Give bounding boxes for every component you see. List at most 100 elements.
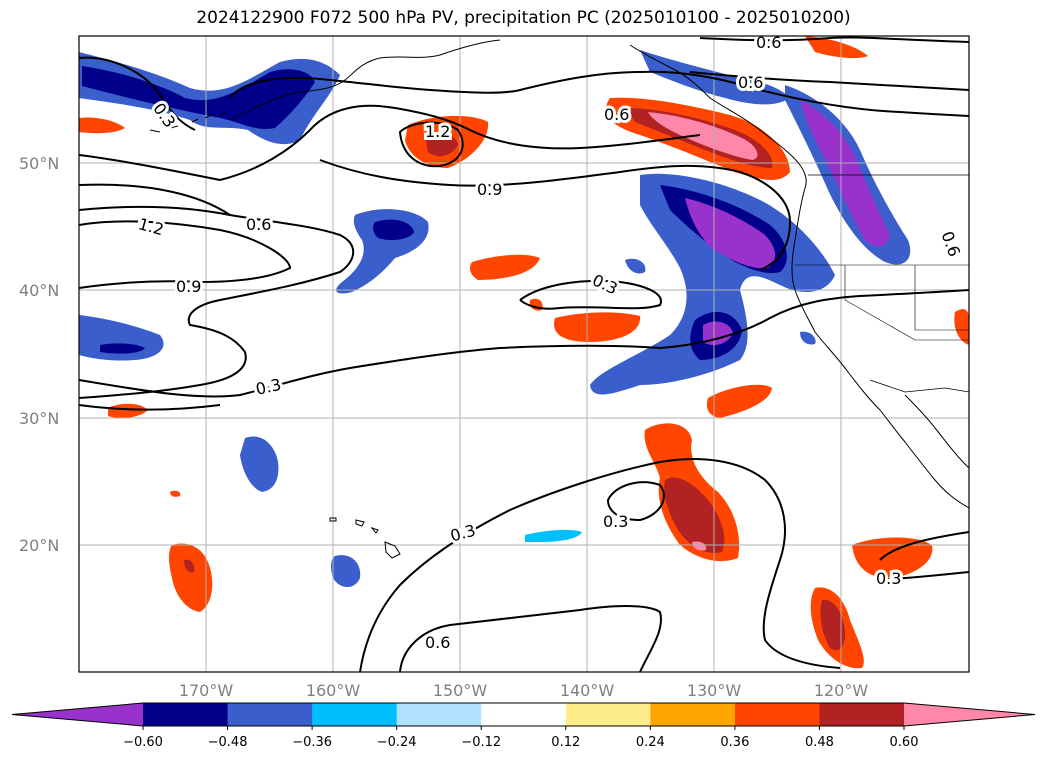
lat-label: 20°N bbox=[19, 536, 59, 555]
pos-region-hawaii-ne-max bbox=[692, 541, 707, 551]
pos-region-mid2 bbox=[554, 312, 641, 342]
negative-anomaly-regions bbox=[79, 50, 911, 587]
contour-1.2-west bbox=[79, 220, 292, 289]
colorbar-extend-high bbox=[904, 703, 1035, 726]
lon-label: 140°W bbox=[560, 681, 615, 700]
contour-0.3-main bbox=[79, 289, 969, 398]
contour-0.6-north bbox=[699, 36, 969, 43]
coastline-baja bbox=[879, 409, 969, 509]
contour-label: 0.9 bbox=[176, 277, 201, 296]
contour-0.6-mid bbox=[79, 205, 355, 399]
contour-label: 0.6 bbox=[246, 215, 271, 234]
neg-region-subtropic-a bbox=[240, 436, 279, 492]
colorbar-swatch bbox=[819, 703, 905, 726]
contour-label: 0.3 bbox=[876, 569, 901, 588]
border-states bbox=[795, 264, 969, 341]
colorbar-swatch bbox=[396, 703, 482, 726]
positive-anomaly-regions bbox=[79, 36, 969, 669]
coastlines bbox=[149, 39, 969, 559]
contour-1.2-aleutian bbox=[229, 70, 969, 117]
colorbar-tick-label: 0.48 bbox=[805, 735, 834, 750]
colorbar-tick-label: 0.24 bbox=[636, 735, 665, 750]
contour-label: 0.3 bbox=[603, 512, 628, 531]
map-frame bbox=[78, 35, 970, 673]
contour-0.3-lower bbox=[79, 404, 841, 672]
colorbar-tick-label: −0.48 bbox=[208, 735, 248, 750]
lon-label: 170°W bbox=[179, 681, 234, 700]
contour-1.2-pac bbox=[398, 121, 464, 168]
contour-label: 0.6 bbox=[738, 73, 763, 92]
neg-region-gulf-purple bbox=[685, 198, 776, 345]
contour-0.3-se bbox=[879, 531, 969, 581]
contour-labels: 0.6 0.6 0.6 1.2 0.3 0.9 0.6 1.2 0.9 0.3 … bbox=[133, 33, 967, 655]
pos-region-west-small bbox=[108, 403, 148, 418]
lon-label: 120°W bbox=[814, 681, 869, 700]
map-layers: 0.6 0.6 0.6 1.2 0.3 0.9 0.6 1.2 0.9 0.3 … bbox=[79, 33, 969, 672]
pos-region-se bbox=[852, 537, 933, 579]
colorbar-tick-label: −0.24 bbox=[377, 735, 417, 750]
pos-region-sw bbox=[169, 543, 213, 612]
colorbar-swatch bbox=[650, 703, 736, 726]
neg-region-center-core bbox=[373, 219, 414, 240]
pos-region-aleutian-w bbox=[79, 117, 125, 134]
contour-0.3-mid bbox=[519, 279, 662, 310]
pos-region-east-edge bbox=[954, 309, 969, 345]
contour-0.9-main bbox=[79, 104, 701, 216]
pv-contours bbox=[79, 36, 969, 672]
neg-region-subtropic-b bbox=[330, 555, 361, 587]
colorbar: −0.60 −0.48 −0.36 −0.24 −0.12 0.12 0.24 0.36 0.4… bbox=[11, 702, 1036, 750]
pos-region-hawaii-ne-core bbox=[664, 477, 725, 554]
contour-label: 0.6 bbox=[604, 105, 629, 124]
colorbar-swatch bbox=[734, 703, 820, 726]
colorbar-swatch bbox=[227, 703, 313, 726]
colorbar-tick-label: 0.36 bbox=[720, 735, 749, 750]
contour-0.6-north2 bbox=[689, 71, 969, 91]
colorbar-tick-label: −0.12 bbox=[461, 735, 501, 750]
graticule bbox=[79, 36, 969, 672]
colorbar-tick-label: 0.12 bbox=[551, 735, 580, 750]
contour-0.6-south bbox=[399, 605, 662, 672]
pos-region-mid1 bbox=[470, 254, 540, 280]
lat-label: 50°N bbox=[19, 154, 59, 173]
lon-label: 160°W bbox=[306, 681, 361, 700]
colorbar-extend-low bbox=[12, 703, 143, 726]
aleutian-islands bbox=[149, 112, 227, 133]
contour-label: 0.6 bbox=[425, 633, 450, 652]
colorbar-swatch bbox=[143, 703, 229, 726]
neg-region-northcoast bbox=[640, 50, 790, 105]
contour-0.3-small bbox=[606, 481, 665, 522]
map-title: 2024122900 F072 500 hPa PV, precipitatio… bbox=[196, 8, 851, 28]
border-us-mexico bbox=[869, 379, 969, 393]
lon-label: 150°W bbox=[433, 681, 488, 700]
colorbar-swatch bbox=[481, 703, 567, 726]
lat-label: 30°N bbox=[19, 409, 59, 428]
pos-region-north bbox=[805, 36, 868, 59]
pos-region-bc-max bbox=[648, 112, 758, 160]
neg-region-west-core bbox=[100, 343, 145, 354]
pos-region-mid4 bbox=[706, 384, 772, 418]
colorbar-tick-label: −0.36 bbox=[292, 735, 332, 750]
latitude-labels: 50°N 40°N 30°N 20°N bbox=[19, 154, 59, 555]
coastline-bc bbox=[629, 44, 807, 189]
pos-region-sw-core bbox=[184, 559, 195, 573]
hawaii-islands bbox=[329, 517, 401, 559]
lat-label: 40°N bbox=[19, 281, 59, 300]
contour-0.9-pac bbox=[319, 159, 792, 271]
contour-label: 0.6 bbox=[756, 33, 781, 52]
neg-region-coast-small bbox=[625, 258, 816, 345]
lon-label: 130°W bbox=[687, 681, 742, 700]
coastline-us-west bbox=[791, 187, 881, 411]
contour-1.2-north bbox=[79, 56, 196, 131]
pos-region-pac-north-core bbox=[425, 132, 458, 157]
coastline-baja-inner bbox=[904, 394, 969, 469]
longitude-labels: 170°W 160°W 150°W 140°W 130°W 120°W bbox=[179, 681, 869, 700]
neg-region-subtropic-c bbox=[525, 529, 582, 543]
colorbar-swatch bbox=[565, 703, 651, 726]
contour-label: 0.9 bbox=[477, 180, 502, 199]
neg-region-coast-purple bbox=[800, 100, 890, 247]
colorbar-tick-label: −0.60 bbox=[123, 735, 163, 750]
contour-label: 1.2 bbox=[425, 122, 450, 141]
pos-region-south-core bbox=[820, 599, 846, 651]
colorbar-swatch bbox=[312, 703, 398, 726]
